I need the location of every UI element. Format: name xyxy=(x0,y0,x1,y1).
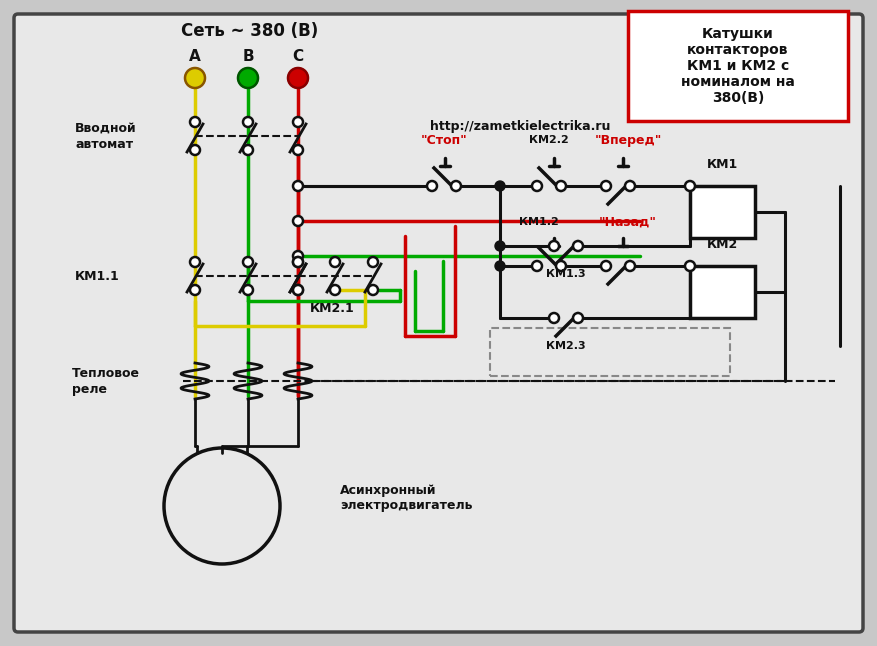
Circle shape xyxy=(243,257,253,267)
Text: Асинхронный
электродвигатель: Асинхронный электродвигатель xyxy=(340,484,473,512)
Circle shape xyxy=(556,181,566,191)
Circle shape xyxy=(451,181,461,191)
Text: КМ2.2: КМ2.2 xyxy=(529,135,569,145)
Circle shape xyxy=(190,257,200,267)
Text: A: A xyxy=(189,48,201,63)
Circle shape xyxy=(293,181,303,191)
Text: "Стоп": "Стоп" xyxy=(421,134,467,147)
Text: КМ1.2: КМ1.2 xyxy=(519,217,559,227)
Text: "Вперед": "Вперед" xyxy=(595,134,661,147)
Circle shape xyxy=(495,261,505,271)
Text: В: В xyxy=(242,48,253,63)
Circle shape xyxy=(625,181,635,191)
Text: Сеть ~ 380 (В): Сеть ~ 380 (В) xyxy=(182,22,318,40)
Circle shape xyxy=(190,145,200,155)
Circle shape xyxy=(556,261,566,271)
Circle shape xyxy=(293,145,303,155)
Text: Катушки
контакторов
КМ1 и КМ2 с
номиналом на
380(В): Катушки контакторов КМ1 и КМ2 с номинало… xyxy=(681,26,795,105)
Circle shape xyxy=(601,181,611,191)
Text: КМ1: КМ1 xyxy=(707,158,738,171)
Text: http://zametkielectrika.ru: http://zametkielectrika.ru xyxy=(430,120,610,132)
Circle shape xyxy=(549,313,559,323)
Circle shape xyxy=(293,117,303,127)
Circle shape xyxy=(293,257,303,267)
Circle shape xyxy=(495,181,505,191)
Circle shape xyxy=(330,285,340,295)
Circle shape xyxy=(573,313,583,323)
Circle shape xyxy=(293,285,303,295)
Circle shape xyxy=(685,261,695,271)
Bar xyxy=(628,11,848,121)
Text: КМ2: КМ2 xyxy=(707,238,738,251)
Text: автомат: автомат xyxy=(75,138,133,151)
Text: КМ1.3: КМ1.3 xyxy=(546,269,586,279)
Circle shape xyxy=(625,261,635,271)
Circle shape xyxy=(368,257,378,267)
Circle shape xyxy=(601,261,611,271)
Circle shape xyxy=(368,285,378,295)
Text: КМ2.3: КМ2.3 xyxy=(546,341,586,351)
Circle shape xyxy=(243,117,253,127)
Text: Тепловое: Тепловое xyxy=(72,366,140,379)
Circle shape xyxy=(573,241,583,251)
Bar xyxy=(690,186,755,238)
Bar xyxy=(690,266,755,318)
Circle shape xyxy=(185,68,205,88)
Circle shape xyxy=(293,257,303,267)
Circle shape xyxy=(190,285,200,295)
Text: реле: реле xyxy=(72,382,107,395)
Circle shape xyxy=(549,241,559,251)
Text: КМ2.1: КМ2.1 xyxy=(310,302,355,315)
Circle shape xyxy=(185,68,205,88)
Circle shape xyxy=(495,241,505,251)
Circle shape xyxy=(288,68,308,88)
Circle shape xyxy=(243,285,253,295)
Circle shape xyxy=(238,68,258,88)
Circle shape xyxy=(288,68,308,88)
Text: Вводной: Вводной xyxy=(75,121,137,134)
Text: КМ1.1: КМ1.1 xyxy=(75,269,120,282)
Circle shape xyxy=(238,68,258,88)
Circle shape xyxy=(243,145,253,155)
Circle shape xyxy=(532,261,542,271)
Circle shape xyxy=(685,181,695,191)
Circle shape xyxy=(532,181,542,191)
Text: С: С xyxy=(292,48,303,63)
Circle shape xyxy=(190,117,200,127)
Circle shape xyxy=(293,216,303,226)
Circle shape xyxy=(293,251,303,261)
FancyBboxPatch shape xyxy=(14,14,863,632)
Circle shape xyxy=(427,181,437,191)
Circle shape xyxy=(330,257,340,267)
Circle shape xyxy=(293,285,303,295)
Text: "Назад": "Назад" xyxy=(599,216,657,229)
